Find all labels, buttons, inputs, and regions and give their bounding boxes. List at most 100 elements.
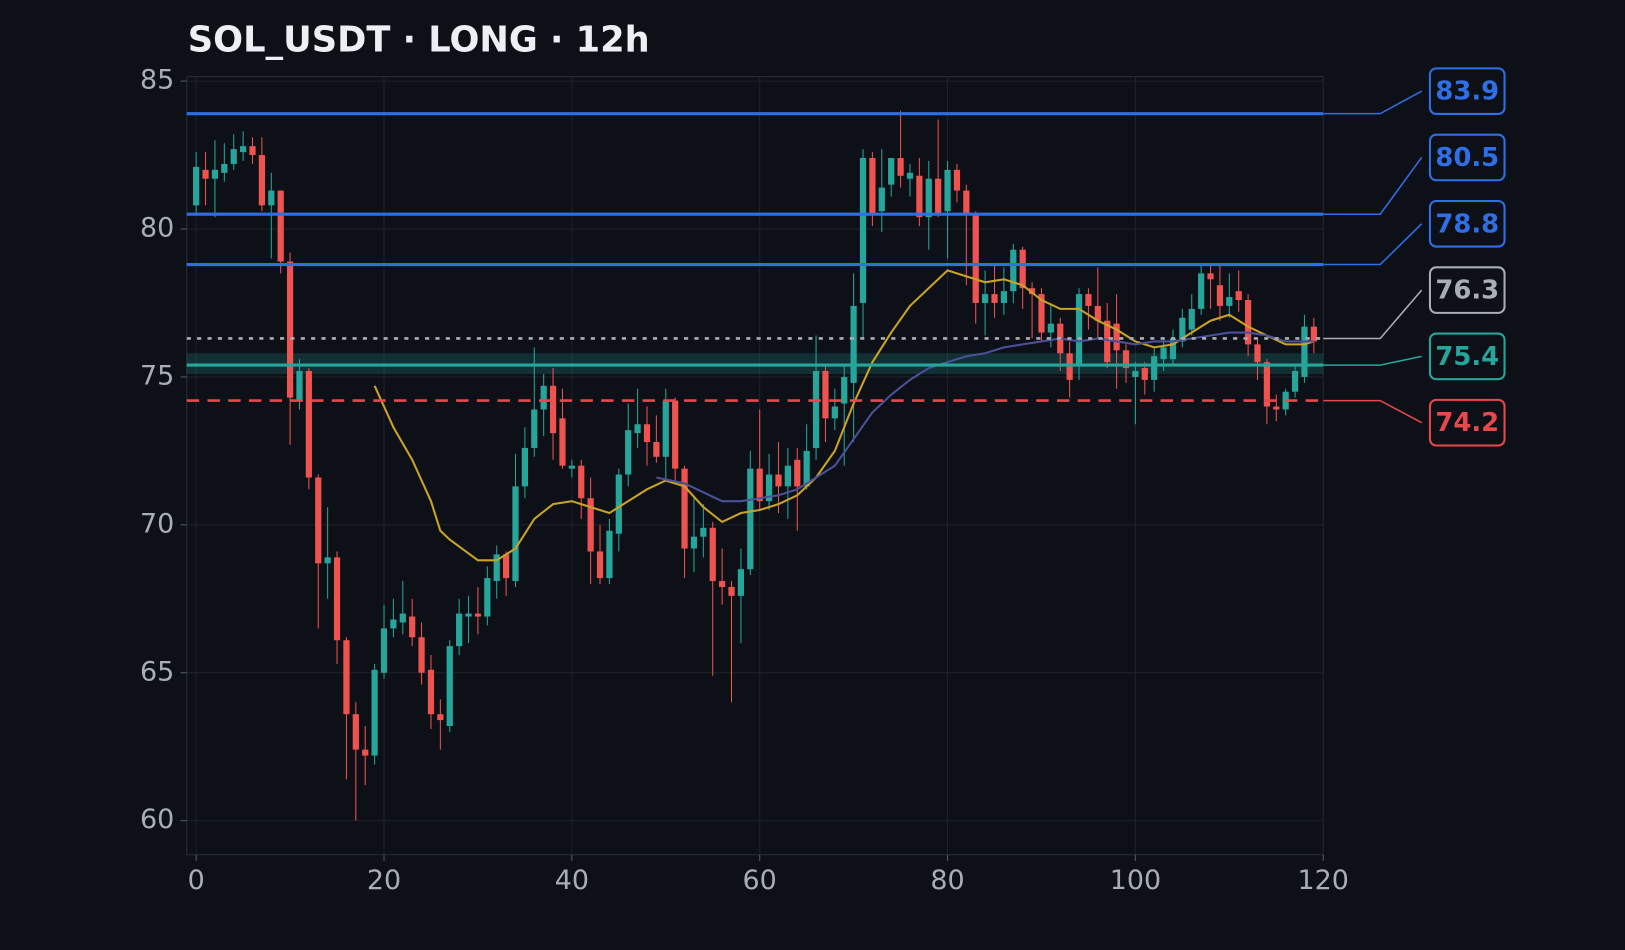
candle-body	[305, 371, 312, 478]
level-connector	[1323, 90, 1423, 115]
candle-body	[1141, 368, 1148, 380]
candle-body	[249, 146, 256, 156]
candle-body	[268, 190, 275, 206]
candle-body	[1132, 371, 1139, 377]
candle-body	[277, 190, 284, 262]
level-label: 75.4	[1435, 342, 1499, 372]
candle-body	[352, 714, 359, 750]
candle-body	[953, 169, 961, 191]
candle-body	[653, 442, 660, 457]
level-label-box	[1428, 67, 1506, 115]
candle-body	[1151, 356, 1158, 380]
candle-body	[484, 578, 491, 617]
candle-body	[202, 169, 209, 179]
candle-body	[982, 294, 989, 303]
y-tick-label: 70	[140, 508, 174, 539]
y-tick-label: 85	[140, 65, 174, 96]
candle-body	[1075, 294, 1083, 366]
ma-line	[656, 331, 1314, 503]
level-label-box	[1428, 398, 1506, 447]
candle-body	[1038, 294, 1045, 333]
candle-body	[596, 551, 604, 579]
candle-body	[531, 409, 538, 448]
x-tick-label: 100	[1110, 865, 1161, 896]
x-tick-label: 40	[555, 865, 589, 896]
candle-body	[963, 190, 970, 215]
candle-body	[587, 498, 594, 552]
candle-body	[286, 261, 294, 398]
level-label: 74.2	[1435, 408, 1499, 438]
candle-body	[221, 163, 228, 173]
candle-body	[1254, 344, 1261, 363]
candle-body	[343, 640, 350, 715]
candle-body	[737, 569, 745, 596]
candle-body	[859, 158, 867, 303]
x-tick-label: 120	[1298, 865, 1349, 896]
candle-body	[1207, 273, 1214, 280]
level-label: 78.8	[1435, 209, 1499, 239]
candle-body	[1019, 249, 1026, 289]
ma-line	[373, 269, 1315, 562]
candle-body	[935, 178, 942, 215]
candle-body	[465, 613, 472, 617]
candle-body	[869, 158, 876, 215]
candle-body	[240, 146, 247, 153]
candle-body	[502, 554, 510, 579]
level-label-box	[1428, 266, 1506, 314]
candle-body	[1047, 323, 1054, 333]
candle-body	[390, 619, 397, 629]
candle-body	[456, 613, 463, 647]
level-connector	[1323, 157, 1423, 215]
candle-body	[972, 214, 979, 303]
candle-body	[606, 530, 613, 579]
candle-body	[1104, 320, 1111, 363]
candle-body	[1085, 294, 1092, 306]
candle-body	[1160, 347, 1167, 360]
candle-body	[672, 400, 679, 469]
candle-body	[1113, 323, 1120, 351]
candle-body	[1263, 362, 1270, 407]
candle-body	[371, 669, 378, 756]
candle-body	[437, 714, 444, 721]
level-label-box	[1428, 133, 1506, 182]
candle-body	[803, 450, 810, 487]
y-tick-label: 75	[140, 360, 174, 391]
level-label: 80.5	[1435, 143, 1499, 173]
candle-body	[1010, 249, 1017, 292]
candle-body	[540, 385, 547, 410]
level-connector	[1323, 355, 1422, 366]
x-tick-label: 60	[743, 865, 777, 896]
candle-body	[258, 155, 266, 206]
candle-body	[578, 465, 585, 499]
candle-body	[333, 557, 341, 641]
candle-body	[690, 536, 698, 549]
candle-body	[662, 400, 669, 457]
candle-body	[296, 371, 303, 401]
candle-body	[1301, 326, 1308, 377]
candle-body	[1235, 291, 1242, 301]
candle-body	[1226, 297, 1233, 306]
candle-body	[709, 527, 716, 582]
candle-body	[399, 613, 406, 623]
x-tick-label: 20	[367, 865, 401, 896]
candle-body	[747, 468, 754, 570]
y-tick-label: 60	[140, 804, 174, 835]
candle-body	[1122, 350, 1130, 369]
candle-body	[559, 418, 566, 466]
candle-body	[1028, 288, 1036, 295]
candle-body	[1273, 406, 1280, 410]
candle-body	[324, 557, 331, 564]
candle-body	[991, 294, 998, 303]
candle-body	[1179, 317, 1186, 342]
candle-body	[362, 749, 369, 756]
candle-body	[427, 669, 435, 715]
level-connector	[1323, 223, 1423, 266]
candle-body	[944, 169, 951, 212]
candle-body	[315, 477, 322, 564]
candle-body	[615, 474, 622, 534]
candle-body	[493, 554, 500, 582]
candle-body	[1198, 273, 1205, 309]
candle-body	[1244, 300, 1252, 345]
